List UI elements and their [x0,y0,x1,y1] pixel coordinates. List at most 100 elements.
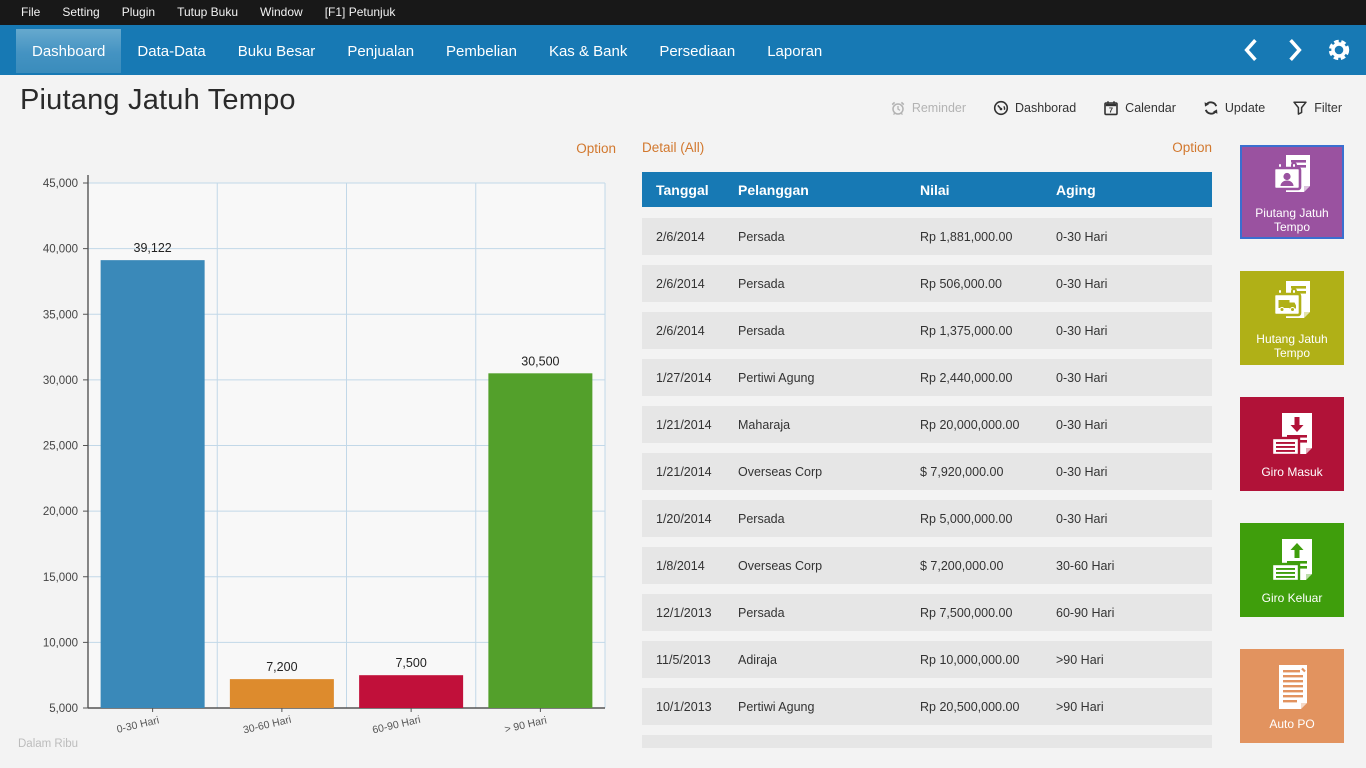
gauge-icon [993,100,1009,116]
chevron-left-icon[interactable] [1238,37,1264,63]
table-row[interactable]: 2/6/2014PersadaRp 1,881,000.000-30 Hari [642,218,1212,255]
table-cell: 1/20/2014 [656,512,738,526]
chart-bar[interactable] [230,679,334,708]
update-button[interactable]: Update [1203,100,1265,116]
table-row[interactable]: 12/1/2013PersadaRp 7,500,000.0060-90 Har… [642,594,1212,631]
table-row[interactable]: 2/6/2014PersadaRp 1,375,000.000-30 Hari [642,312,1212,349]
menu-item[interactable]: Plugin [111,0,166,25]
dashboard-button[interactable]: Dashborad [993,100,1076,116]
tile-auto-po[interactable]: Auto PO [1240,649,1344,743]
table-cell: Maharaja [738,418,920,432]
menu-item[interactable]: Tutup Buku [166,0,249,25]
document-truck-icon [1266,277,1318,332]
table-cell: Persada [738,512,920,526]
table-cell: 0-30 Hari [1056,277,1198,291]
table-cell: Rp 7,500,000.00 [920,606,1056,620]
table-cell: 2/6/2014 [656,230,738,244]
document-arrow-down-icon [1266,410,1318,465]
document-person-icon [1266,151,1318,206]
column-header-nilai: Nilai [920,182,1056,198]
chart-option-link[interactable]: Option [576,141,616,156]
nav-tab[interactable]: Data-Data [121,29,221,73]
table-cell: Rp 20,500,000.00 [920,700,1056,714]
bar-value-label: 7,500 [395,656,426,670]
reminder-button[interactable]: Reminder [890,100,966,116]
detail-all-link[interactable]: Detail (All) [642,140,704,155]
x-axis-tick-label: 60-90 Hari [371,714,421,736]
calendar-icon: 7 [1103,100,1119,116]
alarm-clock-icon [890,100,906,116]
table-cell: Rp 5,000,000.00 [920,512,1056,526]
table-row[interactable]: 1/21/2014Overseas Corp$ 7,920,000.000-30… [642,453,1212,490]
table-cell: Persada [738,277,920,291]
table-cell: 11/5/2013 [656,653,738,667]
tile-piutang-jatuh-tempo[interactable]: Piutang Jatuh Tempo [1240,145,1344,239]
table-cell: 2/6/2014 [656,324,738,338]
table-header: Tanggal Pelanggan Nilai Aging [642,172,1212,207]
table-row[interactable]: 1/21/2014MaharajaRp 20,000,000.000-30 Ha… [642,406,1212,443]
nav-tab[interactable]: Persediaan [643,29,751,73]
table-cell: Pertiwi Agung [738,371,920,385]
aging-chart-panel: Option 5,00010,00015,00020,00025,00030,0… [0,135,640,768]
tile-giro-keluar[interactable]: Giro Keluar [1240,523,1344,617]
chart-unit-note: Dalam Ribu [18,738,78,750]
table-cell: >90 Hari [1056,700,1198,714]
y-axis-tick-label: 40,000 [43,244,78,256]
table-cell: $ 7,200,000.00 [920,559,1056,573]
menu-item[interactable]: Setting [51,0,110,25]
table-cell: 0-30 Hari [1056,324,1198,338]
table-row[interactable]: 2/6/2014PersadaRp 506,000.000-30 Hari [642,265,1212,302]
table-cell: 0-30 Hari [1056,371,1198,385]
table-row[interactable]: 10/1/2013Pertiwi AgungRp 20,500,000.00>9… [642,688,1212,725]
gear-icon[interactable] [1326,37,1352,63]
nav-tab[interactable]: Buku Besar [222,29,332,73]
nav-tab[interactable]: Kas & Bank [533,29,643,73]
table-cell: Rp 20,000,000.00 [920,418,1056,432]
table-row[interactable]: 1/20/2014PersadaRp 5,000,000.000-30 Hari [642,500,1212,537]
filter-button[interactable]: Filter [1292,100,1342,116]
menu-item[interactable]: Window [249,0,314,25]
table-cell: >90 Hari [1056,653,1198,667]
detail-table-panel: Detail (All) Option Tanggal Pelanggan Ni… [642,140,1212,748]
y-axis-tick-label: 10,000 [43,637,78,649]
chart-bar[interactable] [101,260,205,708]
column-header-aging: Aging [1056,182,1198,198]
y-axis-tick-label: 35,000 [43,309,78,321]
table-row[interactable]: 1/8/2014Overseas Corp$ 7,200,000.0030-60… [642,547,1212,584]
table-option-link[interactable]: Option [1172,140,1212,155]
refresh-icon [1203,100,1219,116]
table-cell: 1/21/2014 [656,418,738,432]
table-cell: Overseas Corp [738,559,920,573]
tile-giro-masuk[interactable]: Giro Masuk [1240,397,1344,491]
table-cell: 0-30 Hari [1056,512,1198,526]
table-cell: Persada [738,230,920,244]
aging-bar-chart: 5,00010,00015,00020,00025,00030,00035,00… [28,168,620,736]
table-cell: Overseas Corp [738,465,920,479]
table-cell: 0-30 Hari [1056,465,1198,479]
y-axis-tick-label: 15,000 [43,572,78,584]
menu-item[interactable]: [F1] Petunjuk [314,0,407,25]
nav-tab[interactable]: Penjualan [331,29,430,73]
chart-bar[interactable] [359,675,463,708]
nav-tab[interactable]: Laporan [751,29,838,73]
menu-bar: FileSettingPluginTutup BukuWindow[F1] Pe… [0,0,1366,25]
chart-bar[interactable] [488,373,592,708]
y-axis-tick-label: 45,000 [43,178,78,190]
calendar-button[interactable]: 7 Calendar [1103,100,1176,116]
table-row[interactable]: 11/5/2013AdirajaRp 10,000,000.00>90 Hari [642,641,1212,678]
table-row[interactable]: 1/27/2014Pertiwi AgungRp 2,440,000.000-3… [642,359,1212,396]
shortcut-tiles: Piutang Jatuh Tempo Hutang Jatuh Tempo [1240,145,1344,768]
tile-hutang-jatuh-tempo[interactable]: Hutang Jatuh Tempo [1240,271,1344,365]
chevron-right-icon[interactable] [1282,37,1308,63]
x-axis-tick-label: 30-60 Hari [242,714,292,736]
table-cell: Rp 506,000.00 [920,277,1056,291]
nav-tab[interactable]: Pembelian [430,29,533,73]
menu-item[interactable]: File [10,0,51,25]
table-cell: Rp 10,000,000.00 [920,653,1056,667]
header-actions: Reminder Dashborad 7 Calendar Update Fil… [890,100,1342,116]
nav-right-controls [1238,25,1352,75]
bar-value-label: 39,122 [134,241,172,255]
x-axis-tick-label: 0-30 Hari [116,714,161,735]
y-axis-tick-label: 5,000 [49,703,78,715]
nav-tab[interactable]: Dashboard [16,29,121,73]
